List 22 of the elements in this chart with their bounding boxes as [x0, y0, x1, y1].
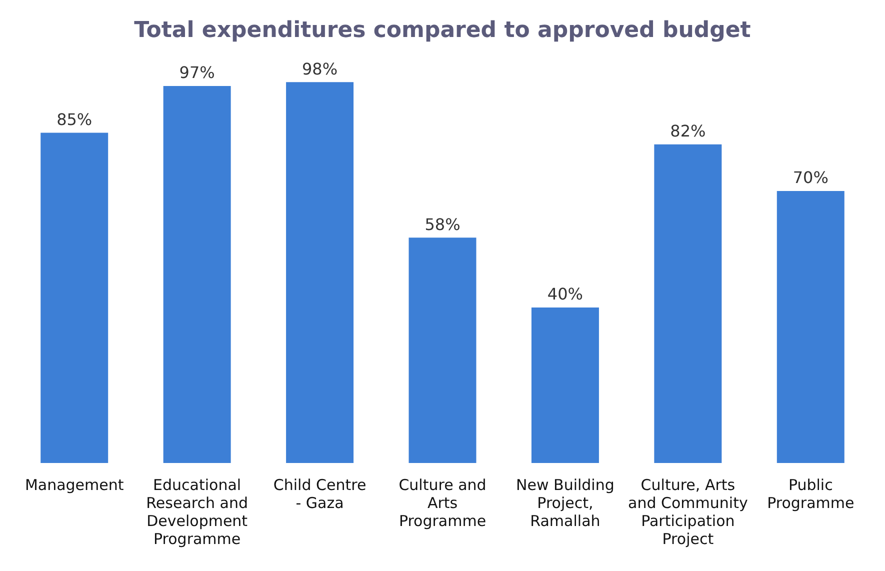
- x-tick-label: Educational Research and Development Programme: [146, 476, 248, 548]
- x-tick-label: Public Programme: [767, 476, 854, 512]
- bar: [408, 238, 476, 463]
- data-label: 85%: [56, 110, 92, 129]
- chart-title: Total expenditures compared to approved budget: [134, 18, 752, 43]
- data-label: 58%: [424, 214, 460, 234]
- data-label: 70%: [792, 168, 828, 188]
- data-label: 82%: [670, 122, 706, 141]
- bar: [163, 86, 231, 463]
- x-tick-label: New Building Project, Ramallah: [516, 476, 614, 530]
- x-tick-label: Child Centre - Gaza: [273, 476, 366, 512]
- bar: [776, 190, 844, 463]
- data-label: 40%: [547, 284, 583, 304]
- data-label: 98%: [302, 59, 338, 78]
- x-tick-label: Culture, Arts and Community Participation Project: [628, 476, 748, 548]
- bar: [40, 132, 108, 463]
- bar: [654, 144, 722, 463]
- bar: [286, 82, 354, 463]
- x-tick-label: Management: [24, 476, 124, 494]
- bar: [531, 308, 599, 463]
- x-tick-label: Culture and Arts Programme: [398, 476, 486, 530]
- data-label: 97%: [179, 63, 215, 82]
